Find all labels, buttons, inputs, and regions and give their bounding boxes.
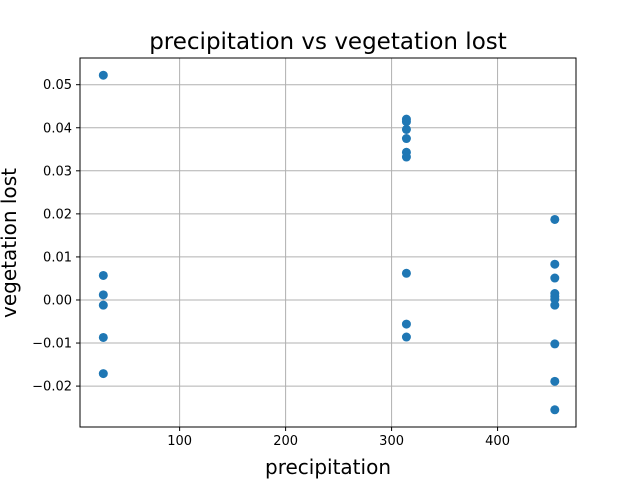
y-tick-label-0: −0.02 xyxy=(32,380,72,395)
y-tick-label-1: −0.01 xyxy=(32,337,72,352)
data-point xyxy=(98,290,108,300)
x-tick-label-0: 100 xyxy=(167,434,192,449)
plot-frame xyxy=(79,57,577,428)
grid xyxy=(80,58,576,427)
data-point xyxy=(98,270,108,280)
chart-title: precipitation vs vegetation lost xyxy=(149,29,507,55)
data-point xyxy=(401,117,411,127)
x-axis-label: precipitation xyxy=(265,455,391,479)
data-point xyxy=(98,369,108,379)
data-points xyxy=(98,70,560,415)
x-tick-label-1: 200 xyxy=(273,434,298,449)
y-tick-label-6: 0.04 xyxy=(43,121,72,136)
x-axis-ticks: 100 200 300 400 xyxy=(167,427,510,449)
data-point xyxy=(98,300,108,310)
data-point xyxy=(401,268,411,278)
data-point xyxy=(550,405,560,415)
y-axis-ticks: −0.02 −0.01 0.00 0.01 0.02 0.03 0.04 0.05 xyxy=(32,78,80,395)
data-point xyxy=(401,319,411,329)
y-tick-label-4: 0.02 xyxy=(43,207,72,222)
data-point xyxy=(401,124,411,134)
x-tick-label-3: 400 xyxy=(485,434,510,449)
data-point xyxy=(550,273,560,283)
data-point xyxy=(550,376,560,386)
data-point xyxy=(550,339,560,349)
data-point xyxy=(401,134,411,144)
y-axis-label: vegetation lost xyxy=(0,168,21,318)
data-point xyxy=(98,332,108,342)
data-point xyxy=(401,332,411,342)
y-tick-label-3: 0.01 xyxy=(43,250,72,265)
data-point xyxy=(401,152,411,162)
data-point xyxy=(550,294,560,304)
x-tick-label-2: 300 xyxy=(379,434,404,449)
data-point xyxy=(98,70,108,80)
y-tick-label-7: 0.05 xyxy=(43,78,72,93)
data-point xyxy=(550,214,560,224)
y-tick-label-5: 0.03 xyxy=(43,164,72,179)
y-tick-label-2: 0.00 xyxy=(43,293,72,308)
data-point xyxy=(550,259,560,269)
